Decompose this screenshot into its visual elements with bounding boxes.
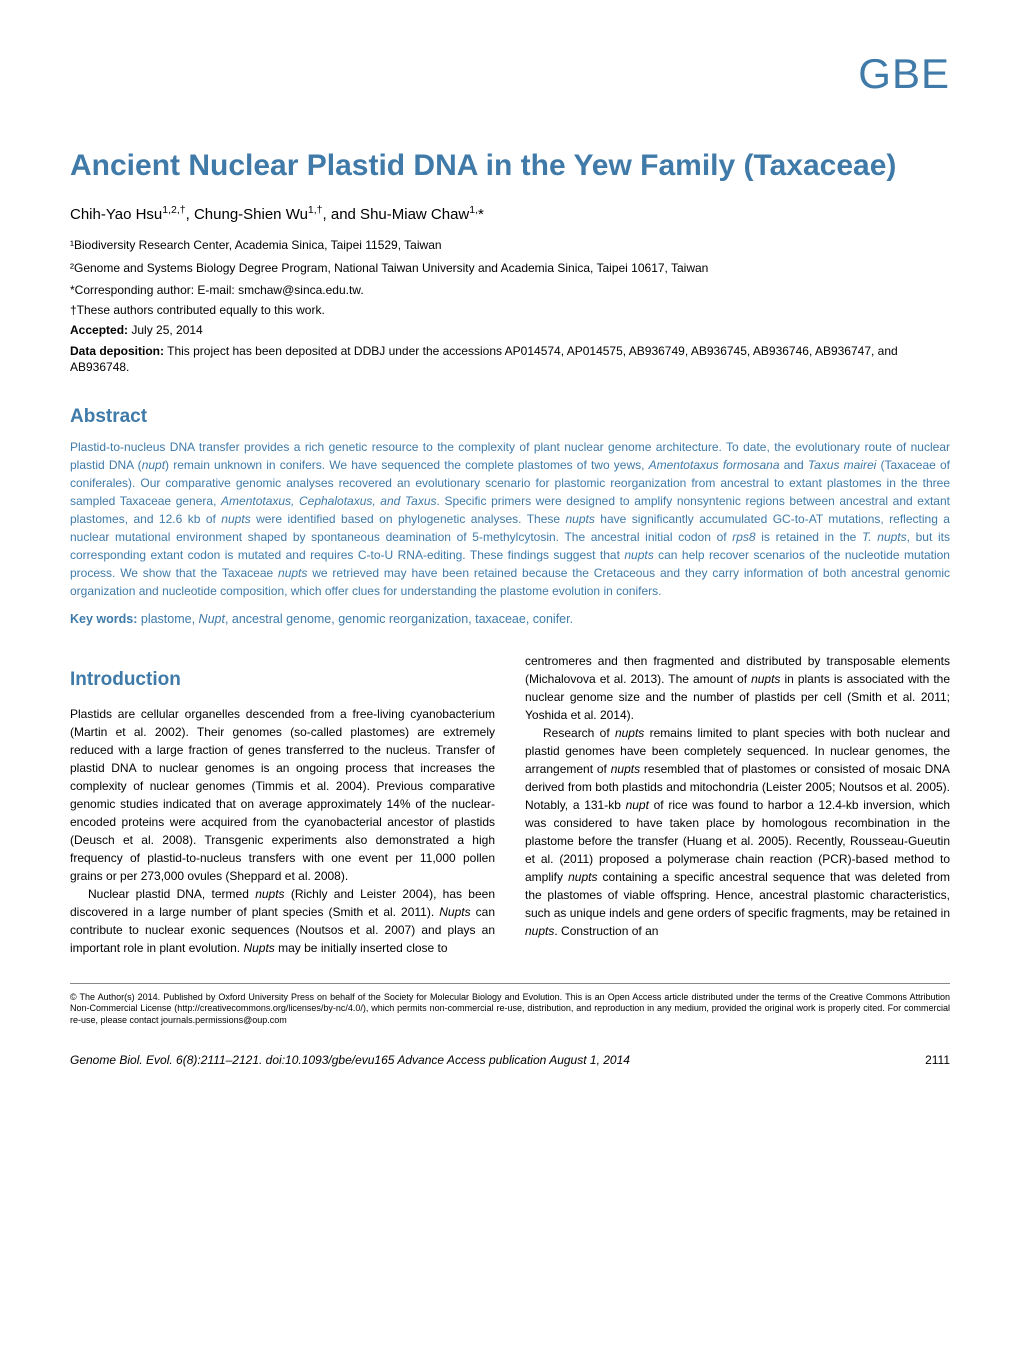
- equal-contribution: †These authors contributed equally to th…: [70, 303, 950, 317]
- keywords-list: plastome, Nupt, ancestral genome, genomi…: [141, 612, 573, 626]
- abstract-heading: Abstract: [70, 406, 950, 428]
- corresponding-author: *Corresponding author: E-mail: smchaw@si…: [70, 283, 950, 297]
- two-column-body: Introduction Plastids are cellular organ…: [70, 652, 950, 957]
- keywords-label: Key words:: [70, 612, 137, 626]
- intro-right-text: centromeres and then fragmented and dist…: [525, 652, 950, 940]
- abstract-text: Plastid-to-nucleus DNA transfer provides…: [70, 438, 950, 600]
- footer-divider: [70, 983, 950, 984]
- accepted-date: Accepted: July 25, 2014: [70, 323, 950, 337]
- affiliation-1: ¹Biodiversity Research Center, Academia …: [70, 237, 950, 254]
- license-text: © The Author(s) 2014. Published by Oxfor…: [70, 992, 950, 1027]
- article-title: Ancient Nuclear Plastid DNA in the Yew F…: [70, 148, 950, 184]
- keywords: Key words: plastome, Nupt, ancestral gen…: [70, 612, 950, 626]
- right-column: centromeres and then fragmented and dist…: [525, 652, 950, 957]
- data-deposition: Data deposition: This project has been d…: [70, 343, 950, 377]
- affiliation-2: ²Genome and Systems Biology Degree Progr…: [70, 260, 950, 277]
- page-footer: Genome Biol. Evol. 6(8):2111–2121. doi:1…: [70, 1053, 950, 1067]
- left-column: Introduction Plastids are cellular organ…: [70, 652, 495, 957]
- authors: Chih-Yao Hsu1,2,†, Chung-Shien Wu1,†, an…: [70, 204, 950, 223]
- intro-left-text: Plastids are cellular organelles descend…: [70, 705, 495, 957]
- journal-logo: GBE: [70, 50, 950, 98]
- introduction-heading: Introduction: [70, 666, 495, 695]
- footer-citation: Genome Biol. Evol. 6(8):2111–2121. doi:1…: [70, 1053, 630, 1067]
- footer-page-number: 2111: [925, 1053, 950, 1067]
